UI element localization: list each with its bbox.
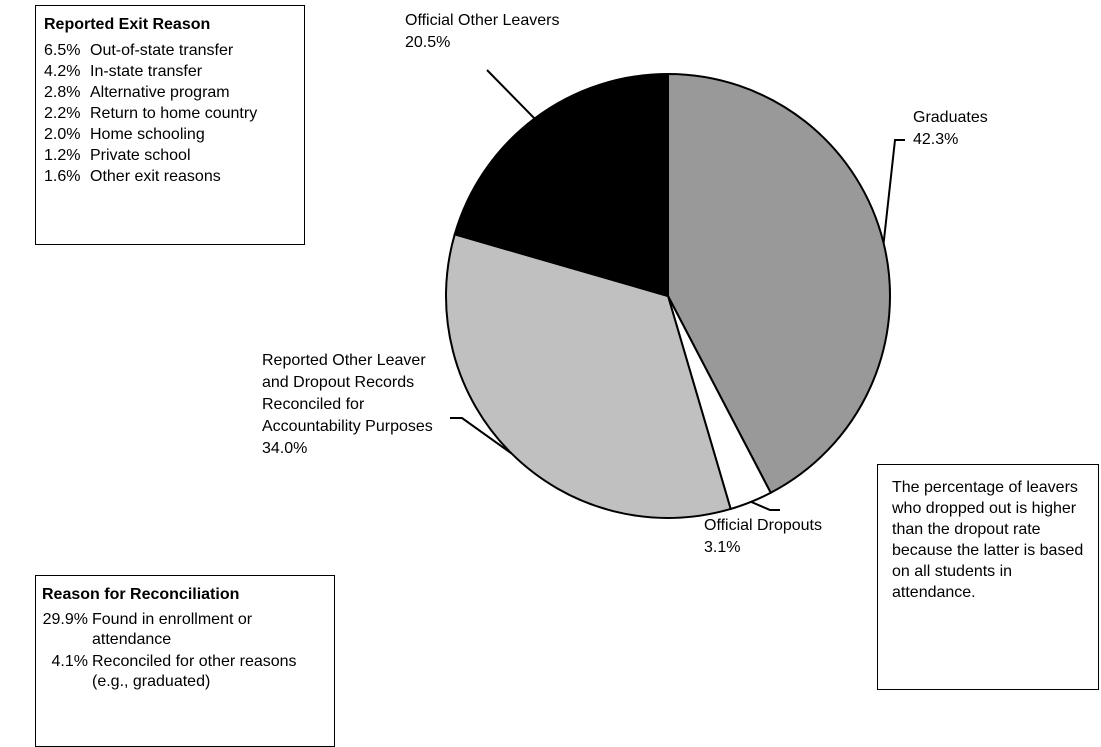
exit-reason-row: 1.6% Other exit reasons (44, 166, 296, 187)
leader-line-1 (750, 500, 780, 511)
exit-reason-pct: 4.2% (44, 63, 81, 80)
exit-reason-row: 2.8% Alternative program (44, 82, 296, 103)
pie-slice-0 (667, 72, 891, 495)
note-box: The percentage of leavers who dropped ou… (877, 464, 1099, 690)
slice-label-2: Reported Other Leaver (262, 352, 426, 369)
exit-reason-row: 6.5% Out-of-state transfer (44, 40, 296, 61)
reconciliation-pct: 29.9% (42, 611, 88, 628)
exit-reason-label: Other exit reasons (90, 168, 221, 185)
slice-label-2: Reconciled for (262, 396, 365, 413)
slice-value-label-2: 34.0% (262, 440, 307, 457)
exit-reason-label: Out-of-state transfer (90, 42, 234, 59)
exit-reason-row: 2.0% Home schooling (44, 124, 296, 145)
exit-reason-pct: 6.5% (44, 42, 81, 59)
exit-reason-label: Return to home country (90, 105, 258, 122)
slice-value-label-1: 3.1% (704, 539, 740, 556)
reconciliation-row: 29.9% Found in enrollment or attendance (42, 610, 328, 650)
exit-reason-pct: 1.6% (44, 168, 81, 185)
leader-line-2 (450, 417, 512, 455)
exit-reason-row: 4.2% In-state transfer (44, 61, 296, 82)
reconciliation-label: Found in enrollment or attendance (92, 611, 253, 648)
reconciliation-label: Reconciled for other reasons (e.g., grad… (92, 653, 297, 690)
slice-label-0: Graduates (913, 109, 988, 126)
exit-reason-label: Home schooling (90, 126, 205, 143)
slice-label-2: Accountability Purposes (262, 418, 433, 435)
slice-label-2: and Dropout Records (262, 374, 414, 391)
slice-label-3: Official Other Leavers (405, 12, 559, 29)
slice-label-1: Official Dropouts (704, 517, 822, 534)
reconciliation-box: Reason for Reconciliation 29.9% Found in … (35, 575, 335, 747)
slice-value-label-0: 42.3% (913, 131, 958, 148)
note-text: The percentage of leavers who dropped ou… (892, 479, 1084, 601)
slice-value-label-3: 20.5% (405, 34, 450, 51)
leader-line-0 (882, 139, 905, 244)
exit-reason-label: Alternative program (90, 84, 230, 101)
reconciliation-title: Reason for Reconciliation (42, 586, 240, 603)
exit-reason-pct: 2.0% (44, 126, 81, 143)
exit-reason-row: 1.2% Private school (44, 145, 296, 166)
exit-reason-row: 2.2% Return to home country (44, 103, 296, 124)
reconciliation-row: 4.1% Reconciled for other reasons (e.g., … (42, 652, 328, 692)
exit-reason-box: Reported Exit Reason 6.5% Out-of-state tr… (35, 5, 305, 245)
reconciliation-pct: 4.1% (51, 653, 88, 670)
exit-reason-title: Reported Exit Reason (44, 16, 211, 33)
exit-reason-pct: 2.8% (44, 84, 81, 101)
pie-slice-2 (445, 233, 732, 519)
exit-reason-label: In-state transfer (90, 63, 203, 80)
reconciliation-list: 29.9% Found in enrollment or attendance 4.… (42, 610, 328, 692)
exit-reason-pct: 1.2% (44, 147, 81, 164)
exit-reason-list: 6.5% Out-of-state transfer 4.2% In-state tr… (44, 40, 296, 187)
exit-reason-label: Private school (90, 147, 191, 164)
exit-reason-pct: 2.2% (44, 105, 81, 122)
leader-line-3 (486, 69, 536, 120)
